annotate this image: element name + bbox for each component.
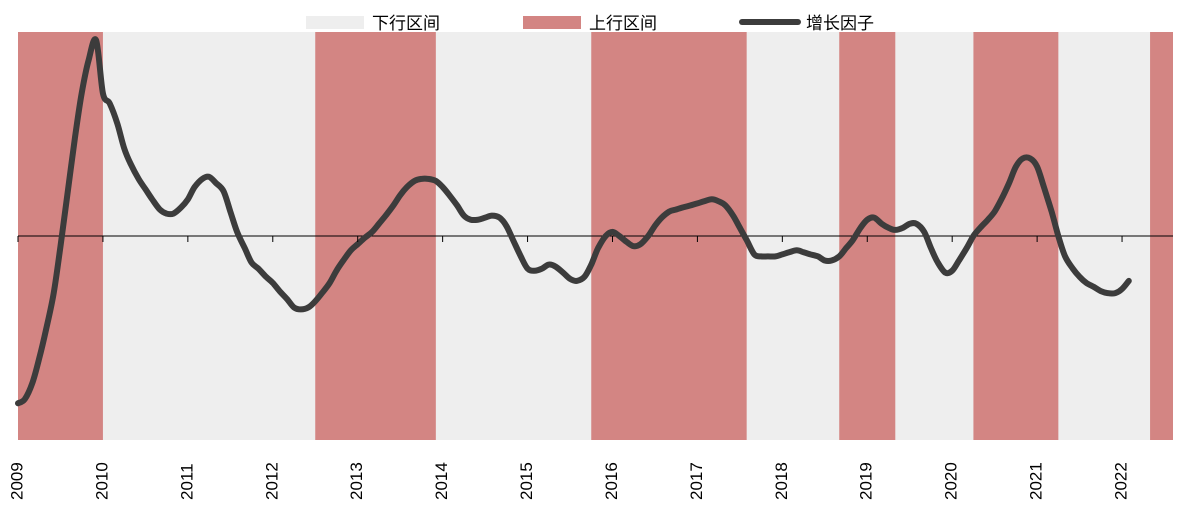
x-tick-label-2012: 2012 <box>262 462 281 500</box>
x-tick-label-2017: 2017 <box>687 462 706 500</box>
legend-label-down: 下行区间 <box>372 14 440 34</box>
x-tick-label-2014: 2014 <box>432 462 451 500</box>
legend-swatch-down <box>306 16 364 29</box>
x-axis: 2009 2010 2011 2012 2013 2014 2015 2016 2017 2018… <box>7 236 1131 500</box>
x-tick-label-2009: 2009 <box>7 462 26 500</box>
x-tick-label-2020: 2020 <box>942 462 961 500</box>
x-tick-label-2018: 2018 <box>772 462 791 500</box>
legend: 下行区间 上行区间 增长因子 <box>306 14 874 34</box>
legend-label-growth: 增长因子 <box>806 14 874 34</box>
x-tick-label-2022: 2022 <box>1112 462 1131 500</box>
legend-swatch-up <box>523 16 581 29</box>
legend-label-up: 上行区间 <box>589 14 657 34</box>
x-tick-label-2010: 2010 <box>92 462 111 500</box>
series-line-growth-factor <box>15 36 1132 407</box>
x-tick-label-2011: 2011 <box>177 463 196 500</box>
x-tick-label-2015: 2015 <box>517 462 536 500</box>
x-tick-label-2019: 2019 <box>857 462 876 500</box>
plot-area <box>15 32 1173 440</box>
x-tick-label-2021: 2021 <box>1027 462 1046 500</box>
x-tick-label-2013: 2013 <box>347 462 366 500</box>
x-tick-label-2016: 2016 <box>602 462 621 500</box>
